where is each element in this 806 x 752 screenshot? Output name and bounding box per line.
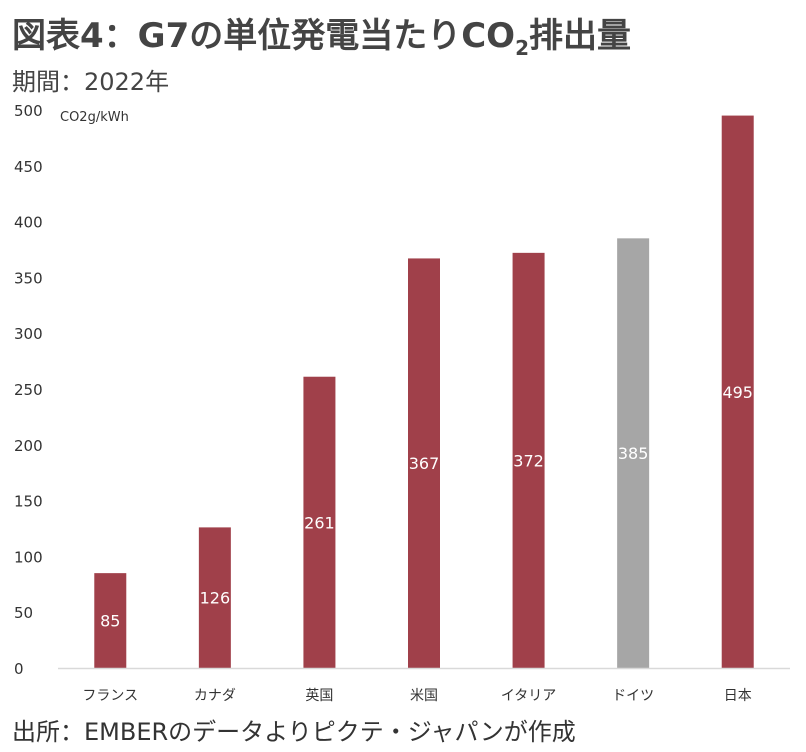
bar <box>198 527 231 668</box>
bar-value-label: 126 <box>200 589 231 608</box>
bar <box>721 115 754 668</box>
y-tick-label: 400 <box>14 214 43 232</box>
y-tick-label: 0 <box>14 660 24 678</box>
y-tick-label: 300 <box>14 325 43 343</box>
x-tick-label: 英国 <box>305 687 333 704</box>
x-tick-label: フランス <box>82 688 138 704</box>
bar-value-label: 261 <box>304 513 335 532</box>
source-note: 出所：EMBERのデータよりピクテ・ジャパンが作成 <box>12 718 576 746</box>
x-axis: フランス カナダ 英国 米国 イタリア ドイツ 日本 <box>58 667 790 704</box>
y-axis: 0 50 100 150 200 250 300 350 400 450 500 <box>14 102 43 678</box>
y-axis-unit: CO2g/kWh <box>60 110 129 125</box>
bar-value-label: 385 <box>618 444 649 463</box>
bar <box>408 258 440 668</box>
title-main: 図表4：G7の単位発電当たりCO <box>12 16 516 56</box>
y-tick-label: 250 <box>14 381 43 399</box>
bar-value-label: 495 <box>722 383 753 402</box>
x-tick-label: ドイツ <box>612 688 654 704</box>
y-tick-label: 100 <box>14 548 43 566</box>
bar-value-label: 372 <box>513 451 544 470</box>
bar <box>512 252 545 668</box>
x-tick-label: イタリア <box>501 688 556 704</box>
y-tick-label: 200 <box>14 437 43 455</box>
title-tail: 排出量 <box>529 16 631 56</box>
bar <box>303 376 336 668</box>
y-tick-label: 50 <box>14 604 33 622</box>
bar <box>617 238 650 668</box>
y-tick-label: 500 <box>14 102 43 120</box>
y-tick-label: 350 <box>14 269 43 287</box>
bar-series: 85 126 261 367 372 385 495 <box>94 115 754 668</box>
y-tick-label: 150 <box>14 493 43 511</box>
bar <box>94 573 127 668</box>
x-tick-label: 日本 <box>724 688 752 704</box>
x-tick-label: 米国 <box>410 688 438 704</box>
period-label: 期間：2022年 <box>12 68 170 96</box>
page-title: 図表4：G7の単位発電当たりCO2排出量 <box>12 8 631 60</box>
bar-value-label: 367 <box>409 454 440 473</box>
x-tick-label: カナダ <box>194 688 236 704</box>
title-subscript: 2 <box>515 35 529 60</box>
y-tick-label: 450 <box>14 158 43 176</box>
bar-value-label: 85 <box>100 612 120 631</box>
